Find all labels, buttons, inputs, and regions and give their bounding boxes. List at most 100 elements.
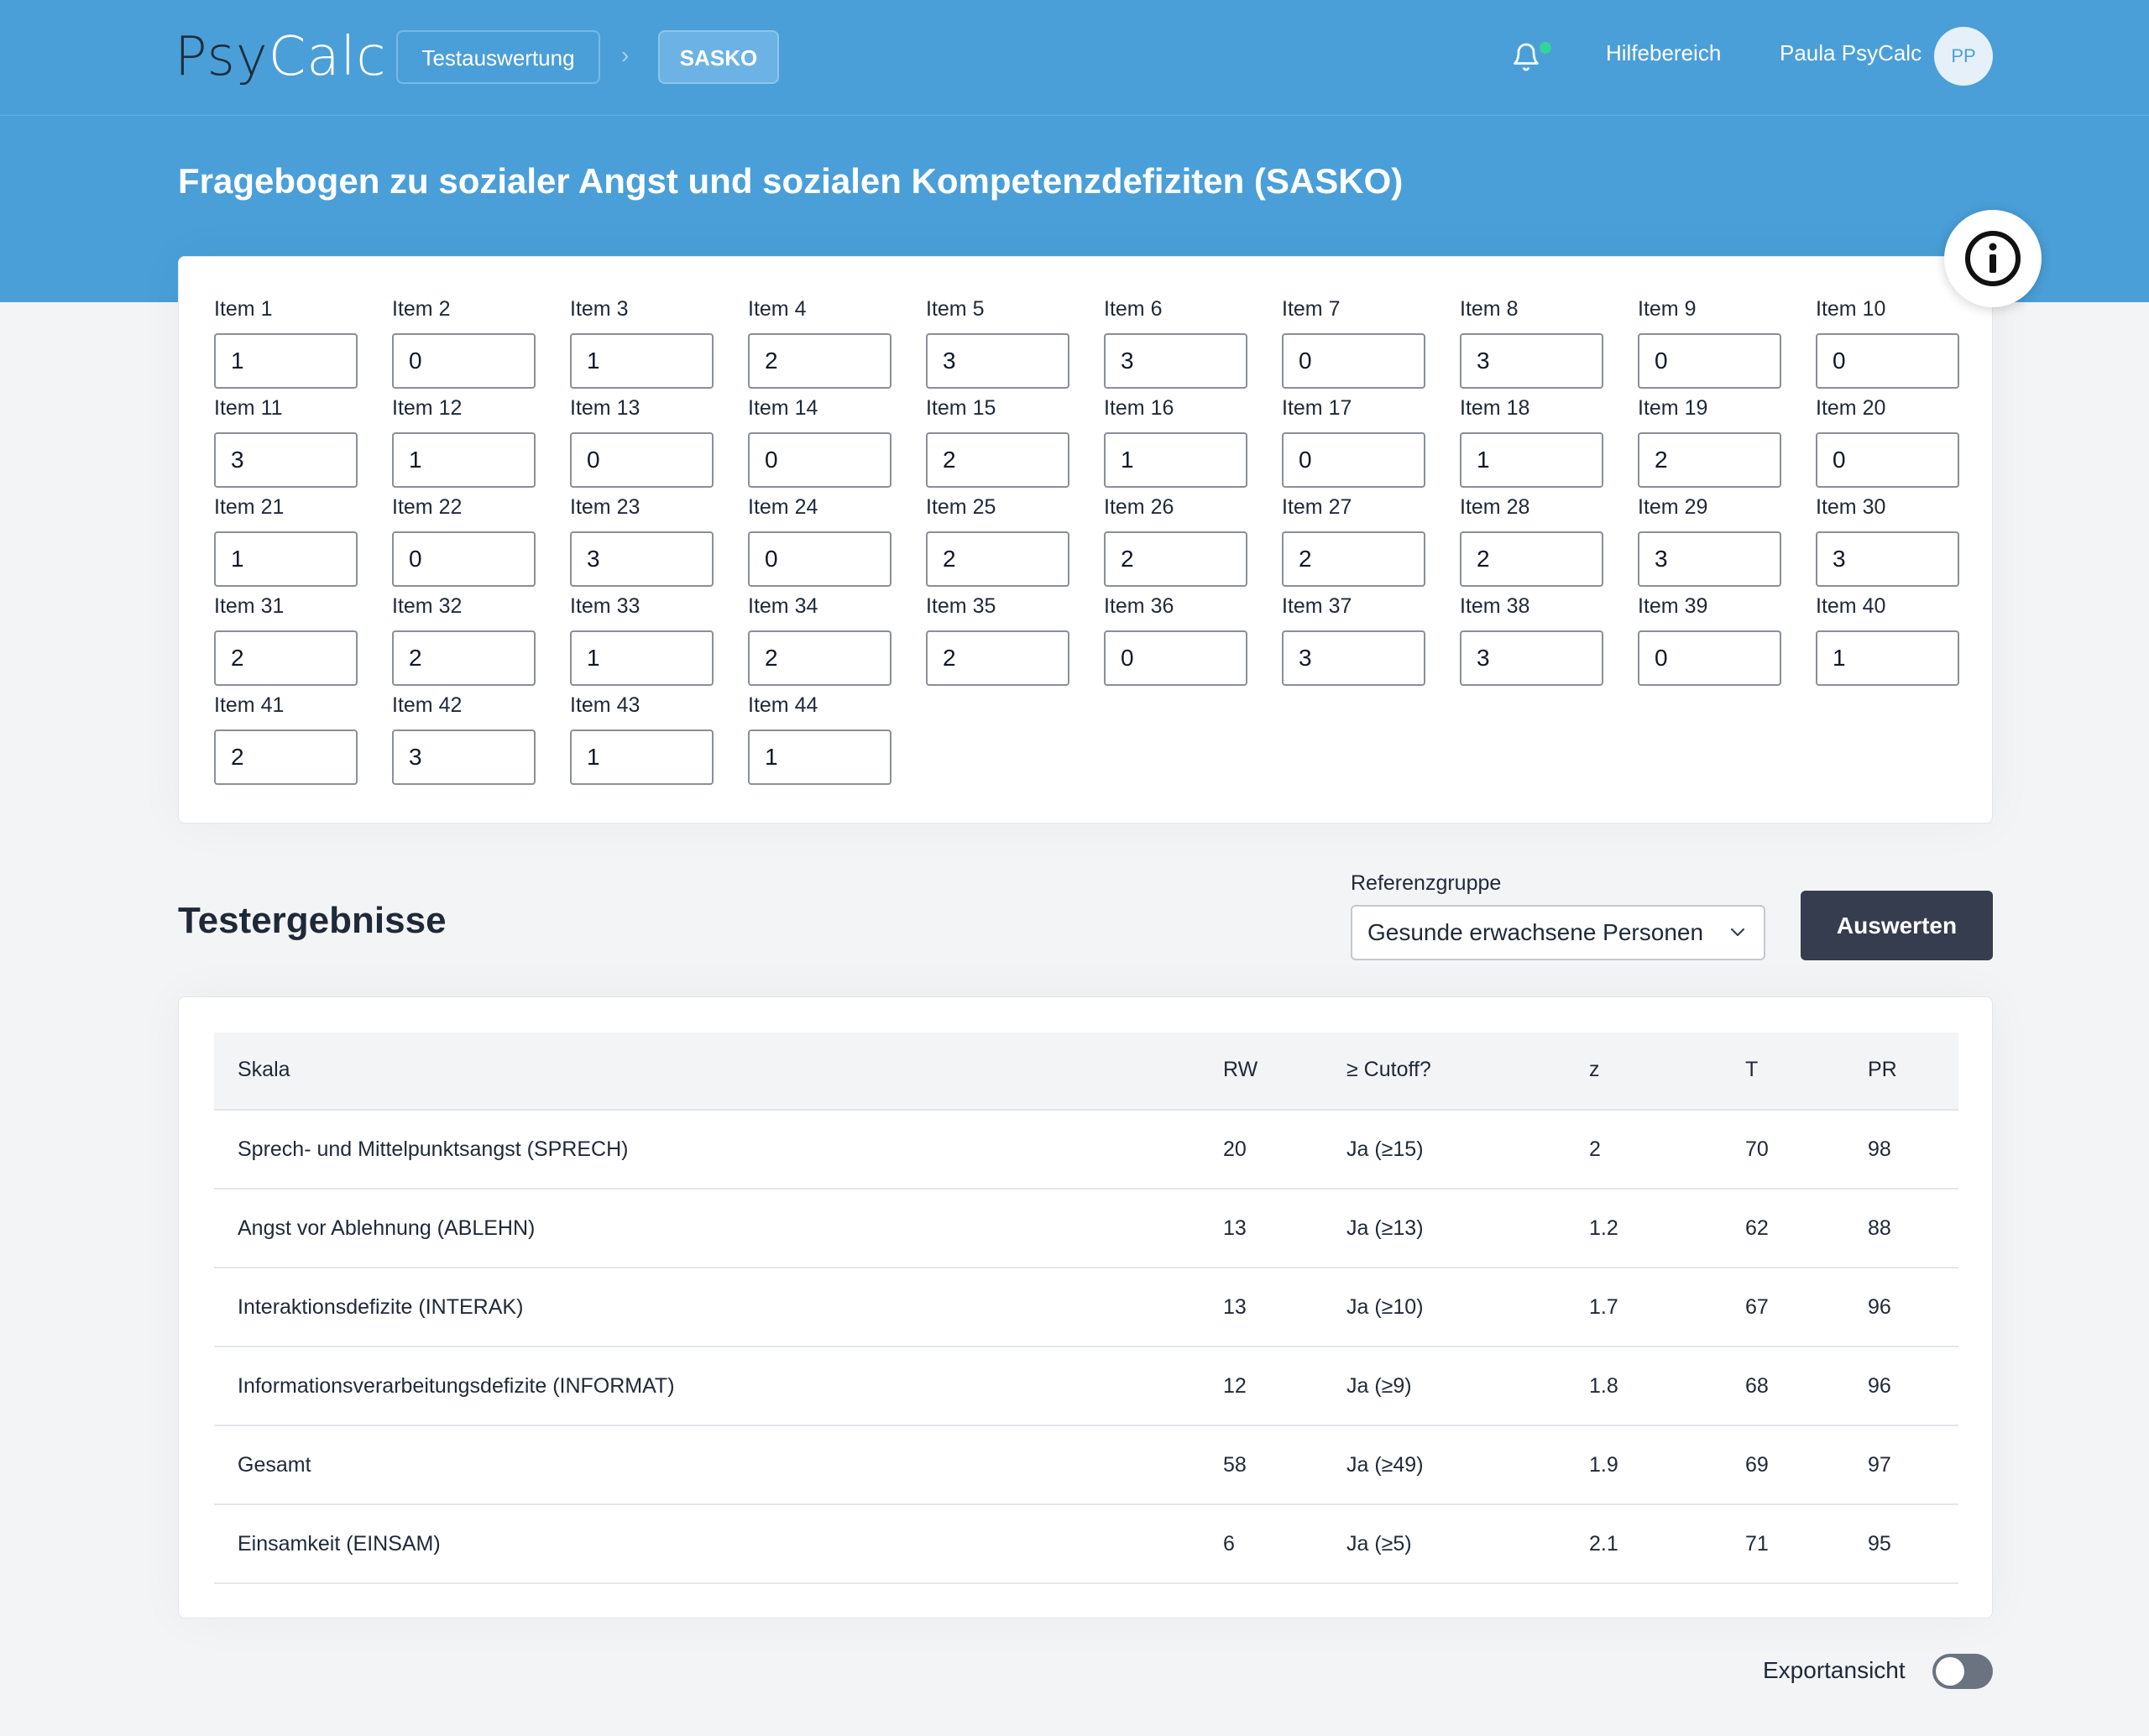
item-field: Item 31 xyxy=(214,592,358,686)
item-input[interactable] xyxy=(392,531,536,587)
export-view-toggle[interactable] xyxy=(1932,1654,1993,1689)
item-input[interactable] xyxy=(748,729,891,785)
item-field: Item 7 xyxy=(1282,295,1425,389)
cell-pr: 98 xyxy=(1868,1137,1891,1161)
item-input[interactable] xyxy=(1816,333,1959,389)
header-col-t: T xyxy=(1745,1058,1759,1081)
item-input[interactable] xyxy=(926,630,1069,686)
item-input[interactable] xyxy=(392,432,536,488)
item-label: Item 39 xyxy=(1638,594,1708,618)
item-input[interactable] xyxy=(1816,432,1959,488)
item-input[interactable] xyxy=(1638,432,1781,488)
evaluate-button[interactable]: Auswerten xyxy=(1801,891,1993,960)
item-field: Item 41 xyxy=(214,691,358,785)
item-input[interactable] xyxy=(1638,333,1781,389)
item-input[interactable] xyxy=(748,333,891,389)
cell-z: 2.1 xyxy=(1589,1532,1618,1556)
item-input[interactable] xyxy=(926,531,1069,587)
items-card: Item 1 Item 2 Item 3 Item 4 Item 5 Item 6 Item… xyxy=(178,256,1993,824)
item-input[interactable] xyxy=(214,729,358,785)
info-button[interactable] xyxy=(1944,210,2042,307)
psycalc-logo[interactable]: PsyCalc xyxy=(175,24,387,91)
bell-icon[interactable] xyxy=(1511,42,1541,72)
reference-group-select[interactable]: Gesunde erwachsene Personen xyxy=(1351,905,1765,960)
item-input[interactable] xyxy=(570,729,714,785)
item-field: Item 20 xyxy=(1816,394,1959,488)
item-input[interactable] xyxy=(748,630,891,686)
item-field: Item 21 xyxy=(214,493,358,587)
item-input[interactable] xyxy=(1638,531,1781,587)
cell-t: 69 xyxy=(1745,1453,1769,1477)
header-col-rw: RW xyxy=(1223,1058,1258,1081)
item-label: Item 41 xyxy=(214,693,285,717)
item-input[interactable] xyxy=(1460,531,1603,587)
item-input[interactable] xyxy=(1282,630,1425,686)
item-field: Item 1 xyxy=(214,295,358,389)
cell-rw: 13 xyxy=(1223,1216,1247,1240)
cell-t: 67 xyxy=(1745,1295,1769,1319)
cell-z: 1.7 xyxy=(1589,1295,1618,1319)
item-input[interactable] xyxy=(570,630,714,686)
breadcrumb-separator-icon: › xyxy=(621,42,630,68)
item-label: Item 26 xyxy=(1104,495,1174,519)
item-field: Item 24 xyxy=(748,493,891,587)
item-input[interactable] xyxy=(1104,333,1247,389)
cell-skala: Sprech- und Mittelpunktsangst (SPRECH) xyxy=(238,1137,629,1161)
item-input[interactable] xyxy=(570,531,714,587)
item-input[interactable] xyxy=(392,630,536,686)
cell-cutoff: Ja (≥13) xyxy=(1346,1216,1424,1240)
item-input[interactable] xyxy=(214,531,358,587)
item-input[interactable] xyxy=(214,333,358,389)
item-input[interactable] xyxy=(214,432,358,488)
item-input[interactable] xyxy=(926,432,1069,488)
item-input[interactable] xyxy=(926,333,1069,389)
notification-dot xyxy=(1540,42,1551,54)
item-input[interactable] xyxy=(1282,531,1425,587)
item-input[interactable] xyxy=(1816,630,1959,686)
breadcrumb-sasko[interactable]: SASKO xyxy=(658,30,779,84)
item-input[interactable] xyxy=(1460,333,1603,389)
item-label: Item 11 xyxy=(214,396,283,420)
header-band xyxy=(0,0,2149,302)
cell-pr: 96 xyxy=(1868,1374,1891,1398)
user-name[interactable]: Paula PsyCalc xyxy=(1780,40,1922,65)
item-input[interactable] xyxy=(1104,432,1247,488)
item-field: Item 33 xyxy=(570,592,714,686)
item-input[interactable] xyxy=(1282,432,1425,488)
item-input[interactable] xyxy=(570,333,714,389)
item-input[interactable] xyxy=(1816,531,1959,587)
item-label: Item 1 xyxy=(214,297,273,321)
item-label: Item 6 xyxy=(1104,297,1163,321)
cell-z: 1.2 xyxy=(1589,1216,1618,1240)
item-input[interactable] xyxy=(1104,531,1247,587)
avatar[interactable]: PP xyxy=(1934,27,1993,86)
item-label: Item 9 xyxy=(1638,297,1697,321)
item-field: Item 9 xyxy=(1638,295,1781,389)
reference-group-label: Referenzgruppe xyxy=(1351,871,1502,895)
cell-rw: 13 xyxy=(1223,1295,1247,1319)
item-label: Item 37 xyxy=(1282,594,1352,618)
item-input[interactable] xyxy=(1460,432,1603,488)
item-input[interactable] xyxy=(570,432,714,488)
cell-cutoff: Ja (≥10) xyxy=(1346,1295,1424,1319)
item-field: Item 10 xyxy=(1816,295,1959,389)
breadcrumb-testauswertung[interactable]: Testauswertung xyxy=(396,30,600,84)
cell-t: 62 xyxy=(1745,1216,1769,1240)
cell-t: 68 xyxy=(1745,1374,1769,1398)
item-input[interactable] xyxy=(1638,630,1781,686)
item-label: Item 29 xyxy=(1638,495,1708,519)
item-input[interactable] xyxy=(214,630,358,686)
item-field: Item 37 xyxy=(1282,592,1425,686)
item-input[interactable] xyxy=(1282,333,1425,389)
help-link[interactable]: Hilfebereich xyxy=(1606,40,1722,65)
item-input[interactable] xyxy=(748,432,891,488)
table-row: Interaktionsdefizite (INTERAK) 13 Ja (≥10)… xyxy=(214,1268,1958,1347)
item-input[interactable] xyxy=(392,729,536,785)
item-input[interactable] xyxy=(392,333,536,389)
item-label: Item 28 xyxy=(1460,495,1530,519)
item-input[interactable] xyxy=(748,531,891,587)
item-input[interactable] xyxy=(1104,630,1247,686)
item-input[interactable] xyxy=(1460,630,1603,686)
cell-pr: 95 xyxy=(1868,1532,1891,1556)
item-field: Item 43 xyxy=(570,691,714,785)
